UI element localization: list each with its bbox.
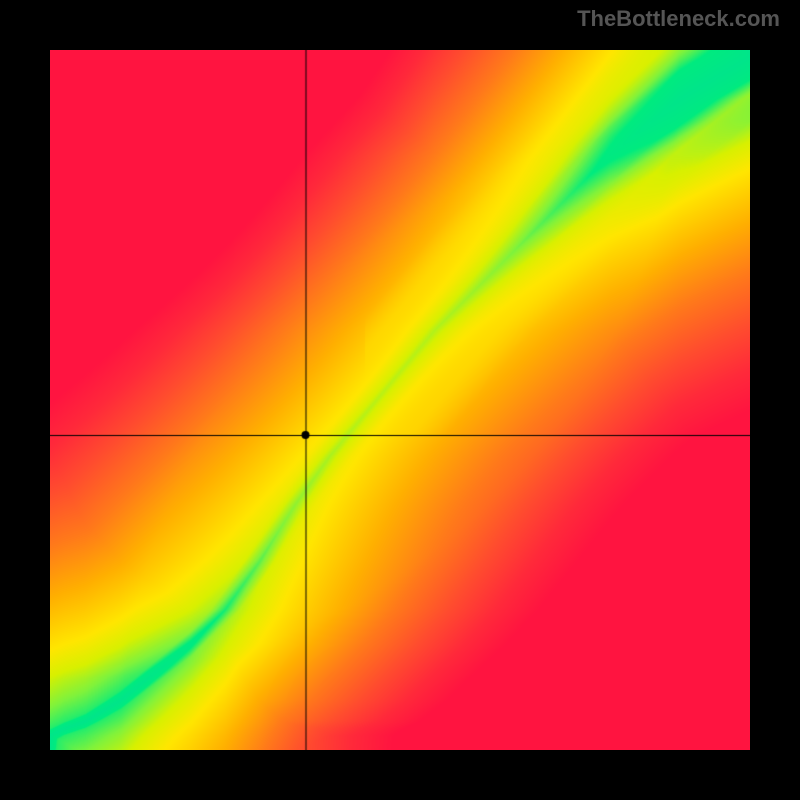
watermark-text: TheBottleneck.com [577,6,780,32]
heatmap-canvas [50,50,750,750]
heatmap-plot [50,50,750,750]
